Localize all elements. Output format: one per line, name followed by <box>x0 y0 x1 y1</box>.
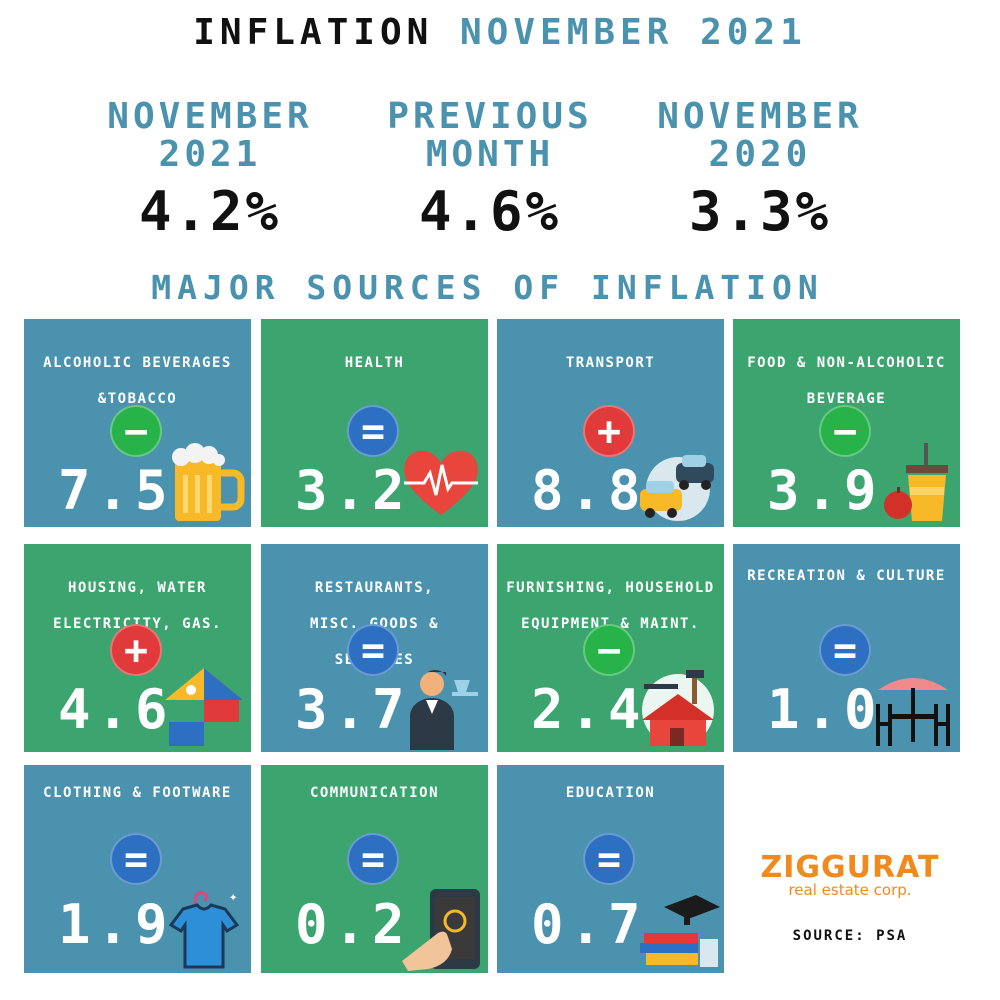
tile-value: 3.9 <box>767 459 883 522</box>
svg-text:✦: ✦ <box>229 889 238 905</box>
tile-label-line2: &TOBACCO <box>97 391 178 407</box>
tile-label: HEALTH <box>267 345 482 381</box>
equal-icon: = <box>347 624 399 676</box>
minus-icon: − <box>583 624 635 676</box>
cars-icon <box>640 455 714 521</box>
tile-label-line1: FOOD & NON-ALCOHOLIC <box>747 355 946 371</box>
tile-housing: HOUSING, WATER ELECTRICITY, GAS. + 4.6 <box>24 544 251 752</box>
equal-icon: = <box>347 405 399 457</box>
tile-label-line1: HOUSING, WATER <box>67 580 207 596</box>
tile-label: ALCOHOLIC BEVERAGES &TOBACCO <box>30 345 245 417</box>
equal-icon: = <box>347 833 399 885</box>
tile-value: 2.4 <box>531 678 647 741</box>
tile-label-line1: ALCOHOLIC BEVERAGES <box>43 355 232 371</box>
tile-label-line1: EDUCATION <box>565 785 656 801</box>
stat-label-line2: 2020 <box>708 134 812 175</box>
source-note: SOURCE: PSA <box>792 928 908 944</box>
minus-icon: − <box>110 405 162 457</box>
heartbeat-icon <box>404 450 478 515</box>
stat-value: 4.2% <box>138 180 282 243</box>
tile-value: 0.2 <box>295 893 411 956</box>
logo-brand: ZIGGURAT <box>760 850 940 885</box>
shirt-icon: ✦ <box>168 889 240 969</box>
tile-label-line1: HEALTH <box>344 355 405 371</box>
tile-label: COMMUNICATION <box>267 775 482 811</box>
waiter-icon <box>410 670 478 750</box>
tile-label: CLOTHING & FOOTWARE <box>30 775 245 811</box>
cafe-table-icon <box>876 678 950 746</box>
beer-mug-icon <box>172 443 245 521</box>
plus-icon: + <box>110 624 162 676</box>
books-cap-icon <box>640 895 720 967</box>
tile-restaurants: RESTAURANTS, MISC. GOODS & SERVICES = 3.… <box>261 544 488 752</box>
tile-alcoholic-beverages: ALCOHOLIC BEVERAGES &TOBACCO − 7.5 <box>24 319 251 527</box>
tile-recreation: RECREATION & CULTURE = 1.0 <box>733 544 960 752</box>
tile-value: 3.7 <box>295 678 411 741</box>
plus-icon: + <box>583 405 635 457</box>
stat-value: 3.3% <box>688 180 832 243</box>
tile-clothing: CLOTHING & FOOTWARE = 1.9 ✦ <box>24 765 251 973</box>
stat-label-line1: NOVEMBER <box>657 96 863 137</box>
equal-icon: = <box>583 833 635 885</box>
tile-label-line1: FURNISHING, HOUSEHOLD <box>506 580 715 596</box>
tile-education: EDUCATION = 0.7 <box>497 765 724 973</box>
tile-label: RECREATION & CULTURE <box>739 558 954 594</box>
house-tools-icon <box>642 670 714 746</box>
equal-icon: = <box>110 833 162 885</box>
tile-value: 0.7 <box>531 893 647 956</box>
page-title: INFLATION NOVEMBER 2021 <box>0 12 1000 53</box>
tile-value: 3.2 <box>295 459 411 522</box>
title-inflation: INFLATION <box>193 12 434 53</box>
tile-health: HEALTH = 3.2 <box>261 319 488 527</box>
tile-label-line1: TRANSPORT <box>565 355 656 371</box>
tile-transport: TRANSPORT + 8.8 <box>497 319 724 527</box>
tile-label: TRANSPORT <box>503 345 718 381</box>
tile-value: 4.6 <box>58 678 174 741</box>
drink-apple-icon <box>884 443 948 521</box>
tile-communication: COMMUNICATION = 0.2 <box>261 765 488 973</box>
tile-label: EDUCATION <box>503 775 718 811</box>
house-utilities-icon <box>165 668 243 746</box>
tile-value: 7.5 <box>58 459 174 522</box>
tile-label: FOOD & NON-ALCOHOLIC BEVERAGE <box>739 345 954 417</box>
stat-value: 4.6% <box>418 180 562 243</box>
equal-icon: = <box>819 624 871 676</box>
tile-label-line1: COMMUNICATION <box>309 785 440 801</box>
stat-label-line2: 2021 <box>158 134 262 175</box>
stat-previous-month: PREVIOUS MONTH 4.6% <box>340 96 640 244</box>
stat-label-line1: NOVEMBER <box>107 96 313 137</box>
ziggurat-logo: ZIGGURAT real estate corp. <box>760 850 940 899</box>
stat-label-line2: MONTH <box>425 134 555 175</box>
tile-value: 1.9 <box>58 893 174 956</box>
stat-november-2021: NOVEMBER 2021 4.2% <box>60 96 360 244</box>
tile-value: 1.0 <box>767 678 883 741</box>
title-period: NOVEMBER 2021 <box>460 12 807 53</box>
stat-label-line1: PREVIOUS <box>387 96 593 137</box>
tile-value: 8.8 <box>531 459 647 522</box>
logo-tagline: real estate corp. <box>788 881 912 899</box>
tile-label-line1: RESTAURANTS, <box>314 580 435 596</box>
stat-november-2020: NOVEMBER 2020 3.3% <box>610 96 910 244</box>
section-title: MAJOR SOURCES OF INFLATION <box>151 268 824 307</box>
tile-furnishing: FURNISHING, HOUSEHOLD EQUIPMENT & MAINT.… <box>497 544 724 752</box>
tile-label-line2: BEVERAGE <box>806 391 887 407</box>
tile-label-line1: CLOTHING & FOOTWARE <box>43 785 232 801</box>
tile-food: FOOD & NON-ALCOHOLIC BEVERAGE − 3.9 <box>733 319 960 527</box>
smartphone-icon <box>402 889 480 971</box>
tile-label-line1: RECREATION & CULTURE <box>747 568 946 584</box>
minus-icon: − <box>819 405 871 457</box>
